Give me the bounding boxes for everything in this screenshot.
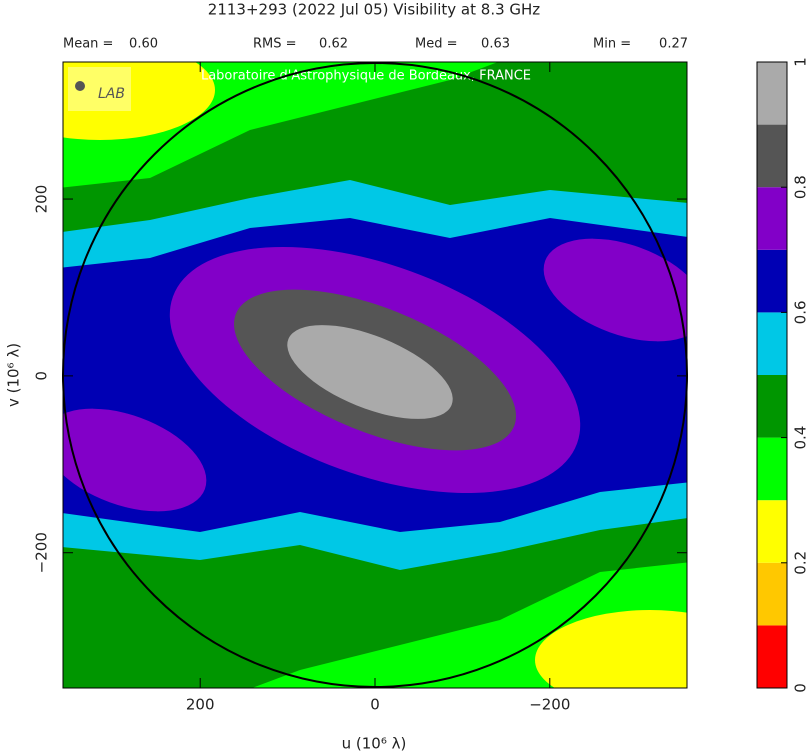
colorbar-band: [757, 312, 787, 375]
stat-value: 0.60: [129, 37, 158, 52]
stat-label: Med =: [415, 37, 458, 52]
y-axis-label: v (10⁶ λ): [5, 343, 23, 407]
y-tick-label: 200: [33, 185, 51, 214]
colorbar-tick-label: 0.2: [792, 551, 810, 575]
y-tick-label: 0: [33, 371, 51, 381]
x-tick-label: −200: [529, 696, 570, 714]
colorbar-tick-label: 1: [792, 57, 810, 67]
colorbar-band: [757, 625, 787, 688]
logo: LAB: [68, 67, 131, 111]
x-tick-label: 200: [186, 696, 215, 714]
contour-map: [63, 62, 687, 688]
colorbar-band: [757, 187, 787, 250]
colorbar-tick-label: 0: [792, 683, 810, 693]
colorbar-tick-label: 0.6: [792, 300, 810, 324]
colorbar-band: [757, 562, 787, 626]
stat-label: RMS =: [253, 37, 297, 52]
colorbar-band: [757, 375, 787, 438]
colorbar-band: [757, 500, 787, 563]
x-axis-label: u (10⁶ λ): [342, 735, 407, 753]
colorbar-frame: [756, 61, 788, 689]
y-tick-label: −200: [33, 532, 51, 573]
stat-label: Mean =: [63, 37, 113, 52]
stat-label: Min =: [593, 37, 631, 52]
stat-value: 0.63: [481, 37, 510, 52]
colorbar-band: [757, 62, 787, 125]
colorbar-tick-label: 0.8: [792, 175, 810, 199]
contour-region: [287, 325, 453, 419]
colorbar-tick-label: 0.4: [792, 426, 810, 450]
colorbar-band: [757, 437, 787, 501]
chart-title: 2113+293 (2022 Jul 05) Visibility at 8.3…: [208, 1, 541, 19]
svg-text:LAB: LAB: [98, 86, 125, 102]
x-tick-label: 0: [370, 696, 380, 714]
stat-value: 0.27: [659, 37, 688, 52]
contour-region: [535, 610, 687, 688]
colorbar-band: [757, 124, 787, 188]
stat-value: 0.62: [319, 37, 348, 52]
colorbar-band: [757, 249, 787, 313]
